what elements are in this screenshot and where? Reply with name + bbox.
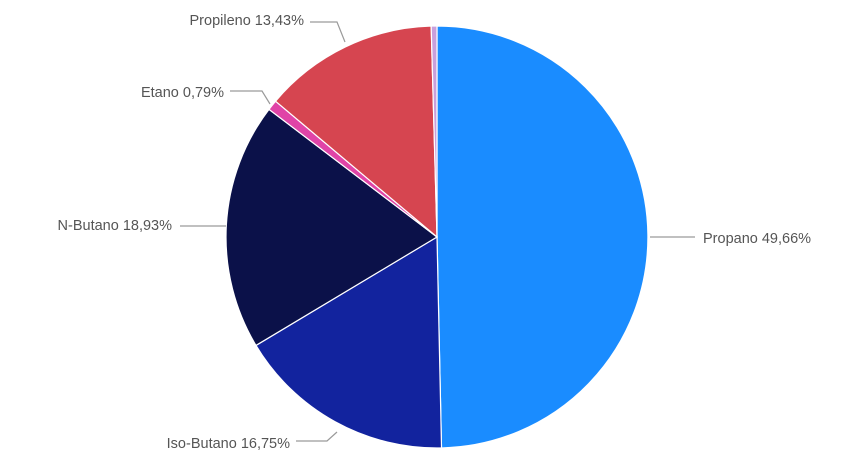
slice-iso-butano bbox=[255, 235, 443, 449]
data-label-etano: Etano 0,79% bbox=[141, 85, 224, 101]
data-label-propileno: Propileno 13,43% bbox=[190, 13, 305, 29]
data-label-iso-butano: Iso-Butano 16,75% bbox=[167, 436, 290, 452]
leader-line-etano bbox=[230, 90, 271, 105]
slice-n-butano bbox=[225, 108, 439, 347]
slice-unlabeled bbox=[430, 25, 438, 238]
data-labels: Propano 49,66% Iso-Butano 16,75% N-Butano … bbox=[58, 13, 812, 452]
leader-line-iso-butano bbox=[296, 431, 338, 442]
leader-lines bbox=[180, 21, 695, 442]
slice-propileno bbox=[274, 25, 438, 239]
leader-line-propileno bbox=[310, 21, 346, 43]
data-label-n-butano: N-Butano 18,93% bbox=[58, 218, 173, 234]
pie-slices bbox=[225, 25, 649, 449]
slice-propano bbox=[436, 25, 649, 449]
data-label-propano: Propano 49,66% bbox=[703, 231, 811, 247]
